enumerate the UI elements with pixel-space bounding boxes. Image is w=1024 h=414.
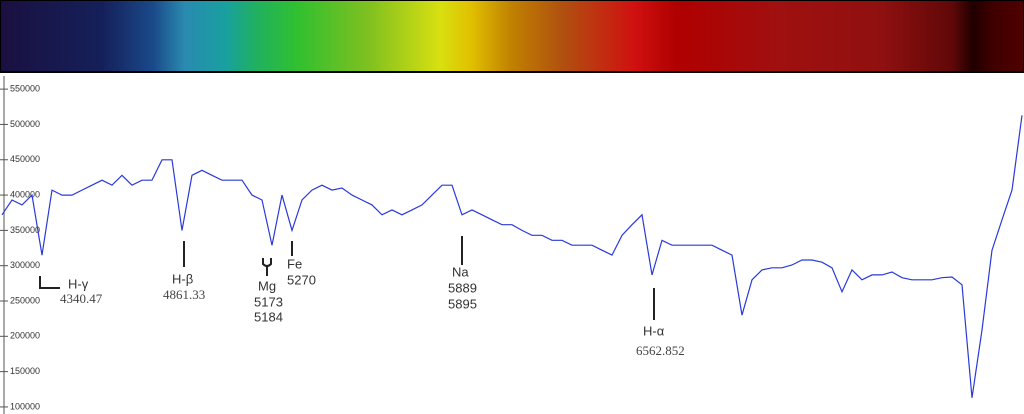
annotation-marker: [39, 276, 60, 289]
annotation-text: H-γ: [68, 276, 89, 291]
spectrum-bar: [0, 0, 1024, 73]
y-tick-label: 200000: [10, 331, 40, 341]
y-tick-label: 400000: [10, 189, 40, 199]
y-tick-label: 300000: [10, 260, 40, 270]
y-tick-label: 350000: [10, 225, 40, 235]
annotation-text: 5173: [254, 294, 283, 309]
annotation-text: Mg: [258, 278, 276, 293]
annotation-text: 4340.47: [60, 291, 103, 306]
annotation-text: 5895: [448, 296, 477, 311]
annotation-text: Fe: [287, 256, 302, 271]
annotation-text: 5184: [254, 309, 283, 324]
annotation-marker: [262, 258, 272, 276]
annotation-text: 4861.33: [163, 287, 205, 302]
y-tick-label: 550000: [10, 84, 40, 94]
y-tick-label: 150000: [10, 366, 40, 376]
annotation-text: H-β: [172, 271, 193, 286]
y-tick-label: 450000: [10, 154, 40, 164]
y-tick-label: 250000: [10, 295, 40, 305]
annotation-text: 5889: [448, 280, 477, 295]
annotation-text: 5270: [287, 272, 316, 287]
spectrum-line: [1, 115, 1023, 398]
annotation-text: H-α: [643, 323, 665, 338]
y-tick-label: 500000: [10, 119, 40, 129]
y-tick-label: 100000: [10, 401, 40, 411]
annotation-text: 6562.852: [636, 343, 685, 358]
annotation-text: Na: [452, 264, 469, 279]
